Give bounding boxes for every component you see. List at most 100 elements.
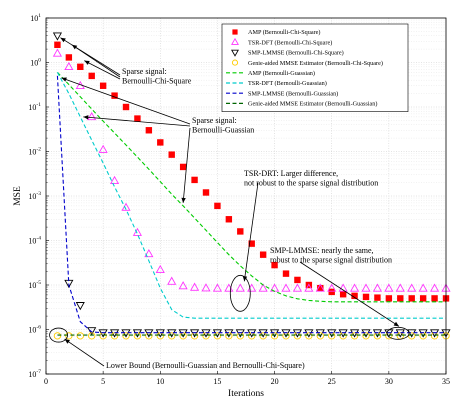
- data-point: [327, 283, 337, 292]
- y-tick-label: 10-2: [28, 147, 41, 157]
- data-point: [225, 216, 233, 223]
- legend-label: Genie-aided MMSE Estimator (Bernoulli-Gu…: [248, 101, 377, 108]
- series-line: [56, 75, 446, 334]
- y-tick-label: 10-4: [28, 236, 41, 246]
- data-point: [339, 291, 347, 298]
- annotation-line: Bernoulli-Chi-Square: [122, 77, 192, 86]
- annotation-line: SMP-LMMSE: nearly the same,: [270, 246, 374, 255]
- legend: AMP (Bernoulli-Chi-Square) TSR-DFT (Berno…: [221, 23, 409, 112]
- y-tick-label: 101: [30, 13, 41, 23]
- data-point: [65, 54, 73, 61]
- data-point: [157, 139, 164, 146]
- x-tick-label: 25: [328, 377, 336, 386]
- annotation-arrowhead: [84, 60, 90, 65]
- x-tick-label: 5: [101, 377, 105, 386]
- series-5: [57, 71, 446, 303]
- data-point: [374, 294, 381, 301]
- data-point: [270, 332, 279, 340]
- annotation-line: Sparse signal:: [122, 67, 167, 76]
- y-axis-label: MSE: [13, 186, 23, 206]
- data-point: [168, 332, 176, 340]
- data-point: [237, 228, 244, 235]
- annotation-line: Lower Bound (Bernoulli-Guassian and Bern…: [106, 361, 305, 370]
- data-point: [395, 283, 405, 292]
- data-point: [190, 282, 200, 291]
- y-tick-label: 10-5: [28, 280, 41, 290]
- data-point: [54, 41, 61, 48]
- data-point: [88, 332, 96, 340]
- data-point: [144, 248, 154, 258]
- annotation-arrowhead: [71, 44, 78, 50]
- annotation-ellipse: [229, 274, 251, 312]
- annotation-arrowhead: [60, 37, 66, 43]
- data-point: [431, 295, 438, 302]
- data-point: [282, 270, 290, 277]
- data-point: [132, 227, 142, 236]
- data-point: [235, 283, 245, 292]
- x-tick-label: 10: [156, 377, 164, 386]
- data-point: [214, 202, 221, 210]
- annotation-arrowhead: [83, 115, 89, 120]
- legend-label: SMP-LMMSE (Bernoulli-Chi-Square): [248, 50, 344, 57]
- data-point: [99, 82, 107, 89]
- data-point: [122, 332, 130, 340]
- data-point: [98, 144, 108, 153]
- data-point: [75, 302, 85, 311]
- data-point: [122, 103, 130, 111]
- legend-label: TSR-DFT (Bernoulli-Guassian): [248, 80, 327, 87]
- annotation-arrow-line: [61, 77, 191, 125]
- legend-swatch: [231, 49, 239, 57]
- data-point: [179, 163, 187, 171]
- series-line: [57, 71, 446, 303]
- data-point: [384, 283, 394, 292]
- legend-label: AMP (Bernoulli-Chi-Square): [248, 29, 320, 36]
- data-point: [372, 283, 382, 292]
- annotation-line: Bernoulli-Guassian: [192, 126, 254, 135]
- annotation-text: Sparse signal: Bernoulli-Chi-Square: [122, 67, 192, 86]
- y-tick-label: 100: [30, 58, 41, 68]
- annotation-line: Sparse signal:: [192, 116, 237, 125]
- legend-swatch: [231, 37, 239, 45]
- data-point: [281, 283, 291, 292]
- data-point: [292, 283, 302, 292]
- x-tick-label: 35: [442, 377, 450, 386]
- data-point: [430, 283, 440, 292]
- data-point: [350, 283, 360, 292]
- annotation-layer: Sparse signal: Bernoulli-Chi-SquareSparse…: [49, 37, 410, 370]
- series-line: [56, 72, 446, 319]
- legend-label: SMP-LMMSE (Bernoulli-Guassian): [248, 90, 338, 97]
- annotation-arrow-line: [60, 37, 121, 76]
- data-point: [201, 283, 211, 292]
- data-point: [315, 283, 325, 292]
- data-point: [168, 151, 175, 158]
- data-point: [121, 202, 131, 211]
- data-point: [317, 284, 324, 292]
- legend-swatch: [232, 29, 238, 35]
- annotation-arrow-line: [83, 116, 191, 127]
- annotation-arrow-line: [182, 127, 191, 203]
- data-point: [212, 283, 222, 292]
- data-point: [77, 63, 84, 71]
- data-point: [191, 176, 198, 184]
- data-point: [259, 251, 267, 258]
- legend-swatch: [231, 59, 239, 66]
- annotation-text: SMP-LMMSE: nearly the same, robust to the…: [270, 246, 392, 265]
- series-layer: [52, 32, 451, 340]
- data-point: [362, 293, 370, 301]
- data-point: [88, 72, 95, 80]
- y-tick-label: 10-3: [28, 191, 41, 201]
- data-point: [76, 332, 84, 340]
- data-point: [419, 295, 427, 302]
- data-point: [145, 127, 153, 134]
- data-point: [316, 332, 324, 340]
- annotation-arrow-line: [71, 44, 121, 78]
- annotation-arrowhead: [393, 321, 399, 327]
- data-point: [350, 332, 359, 340]
- data-point: [65, 332, 73, 340]
- data-point: [361, 283, 371, 292]
- data-point: [258, 283, 268, 292]
- x-tick-label: 0: [44, 377, 48, 386]
- annotation-text: Sparse signal: Bernoulli-Guassian: [192, 116, 254, 135]
- data-point: [111, 92, 118, 99]
- data-point: [178, 281, 188, 290]
